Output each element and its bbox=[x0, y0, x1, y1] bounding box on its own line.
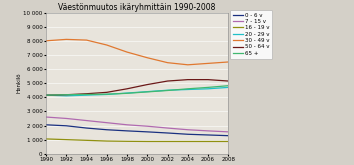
30 - 49 v bbox=[125, 51, 129, 53]
20 - 29 v bbox=[105, 93, 109, 95]
30 - 49 v bbox=[206, 62, 210, 64]
Line: 16 - 19 v: 16 - 19 v bbox=[46, 139, 228, 141]
50 - 64 v bbox=[145, 84, 149, 86]
20 - 29 v bbox=[64, 95, 68, 97]
Line: 50 - 64 v: 50 - 64 v bbox=[46, 80, 228, 95]
30 - 49 v bbox=[105, 44, 109, 46]
7 - 15 v bbox=[85, 120, 89, 122]
50 - 64 v bbox=[206, 79, 210, 81]
0 - 6 v bbox=[186, 133, 190, 135]
Line: 65 +: 65 + bbox=[46, 86, 228, 95]
30 - 49 v bbox=[226, 61, 230, 63]
0 - 6 v bbox=[206, 134, 210, 136]
20 - 29 v bbox=[186, 88, 190, 90]
0 - 6 v bbox=[85, 127, 89, 129]
0 - 6 v bbox=[165, 132, 170, 134]
65 + bbox=[186, 88, 190, 90]
30 - 49 v bbox=[85, 39, 89, 41]
16 - 19 v bbox=[165, 140, 170, 142]
0 - 6 v bbox=[125, 130, 129, 132]
50 - 64 v bbox=[125, 88, 129, 90]
50 - 64 v bbox=[85, 93, 89, 95]
16 - 19 v bbox=[125, 140, 129, 142]
7 - 15 v bbox=[186, 129, 190, 131]
16 - 19 v bbox=[85, 139, 89, 141]
30 - 49 v bbox=[186, 64, 190, 66]
7 - 15 v bbox=[145, 125, 149, 127]
50 - 64 v bbox=[165, 80, 170, 82]
Title: Väestönmuutos ikäryhmittäin 1990-2008: Väestönmuutos ikäryhmittäin 1990-2008 bbox=[58, 3, 216, 12]
Line: 30 - 49 v: 30 - 49 v bbox=[46, 39, 228, 65]
16 - 19 v bbox=[206, 140, 210, 142]
65 + bbox=[44, 94, 48, 96]
20 - 29 v bbox=[226, 86, 230, 88]
7 - 15 v bbox=[125, 124, 129, 126]
20 - 29 v bbox=[206, 88, 210, 90]
16 - 19 v bbox=[64, 139, 68, 141]
65 + bbox=[226, 85, 230, 87]
7 - 15 v bbox=[44, 116, 48, 118]
7 - 15 v bbox=[64, 117, 68, 119]
0 - 6 v bbox=[145, 131, 149, 133]
20 - 29 v bbox=[165, 89, 170, 91]
16 - 19 v bbox=[105, 140, 109, 142]
20 - 29 v bbox=[44, 94, 48, 96]
30 - 49 v bbox=[145, 57, 149, 59]
20 - 29 v bbox=[145, 91, 149, 93]
65 + bbox=[125, 92, 129, 94]
65 + bbox=[206, 86, 210, 88]
Line: 0 - 6 v: 0 - 6 v bbox=[46, 125, 228, 136]
0 - 6 v bbox=[105, 129, 109, 131]
Line: 7 - 15 v: 7 - 15 v bbox=[46, 117, 228, 132]
65 + bbox=[145, 91, 149, 93]
16 - 19 v bbox=[44, 138, 48, 140]
Legend: 0 - 6 v, 7 - 15 v, 16 - 19 v, 20 - 29 v, 30 - 49 v, 50 - 64 v, 65 +: 0 - 6 v, 7 - 15 v, 16 - 19 v, 20 - 29 v,… bbox=[230, 10, 273, 59]
65 + bbox=[64, 94, 68, 96]
65 + bbox=[105, 93, 109, 95]
Y-axis label: Henkilö: Henkilö bbox=[17, 73, 22, 93]
50 - 64 v bbox=[226, 80, 230, 82]
16 - 19 v bbox=[145, 140, 149, 142]
65 + bbox=[165, 89, 170, 91]
30 - 49 v bbox=[64, 38, 68, 40]
50 - 64 v bbox=[44, 94, 48, 96]
20 - 29 v bbox=[85, 94, 89, 96]
0 - 6 v bbox=[44, 124, 48, 126]
7 - 15 v bbox=[165, 127, 170, 129]
Line: 20 - 29 v: 20 - 29 v bbox=[46, 87, 228, 96]
30 - 49 v bbox=[165, 62, 170, 64]
16 - 19 v bbox=[226, 140, 230, 142]
7 - 15 v bbox=[226, 131, 230, 133]
50 - 64 v bbox=[186, 79, 190, 81]
7 - 15 v bbox=[206, 130, 210, 132]
16 - 19 v bbox=[186, 140, 190, 142]
50 - 64 v bbox=[64, 94, 68, 96]
0 - 6 v bbox=[64, 125, 68, 127]
30 - 49 v bbox=[44, 40, 48, 42]
65 + bbox=[85, 93, 89, 95]
20 - 29 v bbox=[125, 92, 129, 94]
0 - 6 v bbox=[226, 135, 230, 137]
7 - 15 v bbox=[105, 122, 109, 124]
50 - 64 v bbox=[105, 91, 109, 93]
